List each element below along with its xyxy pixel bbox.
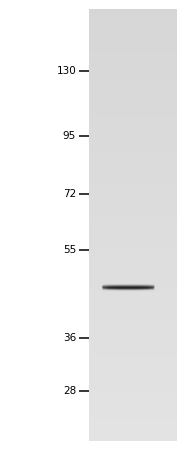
Bar [88, 160, 177, 167]
Ellipse shape [102, 285, 155, 286]
Bar [88, 52, 177, 59]
Ellipse shape [102, 290, 155, 292]
Bar [88, 145, 177, 153]
Ellipse shape [102, 286, 155, 287]
Bar [88, 297, 177, 304]
Bar [88, 311, 177, 319]
Bar [88, 131, 177, 139]
Bar [88, 383, 177, 391]
Bar [88, 181, 177, 189]
Bar [88, 275, 177, 283]
Bar [88, 16, 177, 23]
Bar [88, 102, 177, 110]
Bar [88, 354, 177, 362]
Bar [88, 433, 177, 441]
Bar [88, 232, 177, 239]
Text: 36: 36 [63, 333, 76, 343]
Bar [88, 117, 177, 124]
Ellipse shape [102, 291, 155, 293]
Bar [88, 376, 177, 383]
Bar [88, 30, 177, 38]
Ellipse shape [102, 288, 155, 289]
Bar [88, 289, 177, 297]
Bar [88, 304, 177, 311]
Bar [88, 246, 177, 254]
Ellipse shape [102, 286, 155, 288]
Bar [88, 361, 177, 369]
Bar [88, 189, 177, 196]
Bar [88, 45, 177, 52]
Bar [88, 37, 177, 45]
Ellipse shape [102, 284, 155, 286]
Bar [88, 73, 177, 81]
Bar [88, 225, 177, 232]
Ellipse shape [102, 289, 155, 291]
Text: 72: 72 [63, 189, 76, 199]
Bar [88, 369, 177, 376]
Bar [88, 325, 177, 333]
Text: 130: 130 [56, 66, 76, 76]
Bar [88, 397, 177, 405]
Bar [88, 210, 177, 218]
Text: 28: 28 [63, 386, 76, 396]
Ellipse shape [102, 283, 155, 284]
Bar [88, 138, 177, 146]
Bar [88, 419, 177, 427]
Bar [88, 333, 177, 340]
Bar [88, 23, 177, 31]
Ellipse shape [102, 287, 155, 288]
Bar [88, 95, 177, 103]
Text: 55: 55 [63, 245, 76, 255]
Bar [88, 81, 177, 88]
Text: 95: 95 [63, 131, 76, 141]
Bar [88, 217, 177, 225]
Bar [88, 9, 177, 16]
Bar [88, 153, 177, 160]
Bar [88, 124, 177, 131]
Bar [88, 340, 177, 347]
Bar [88, 318, 177, 326]
Bar [88, 405, 177, 412]
Bar [88, 390, 177, 398]
Bar [88, 66, 177, 74]
Ellipse shape [102, 289, 155, 290]
Ellipse shape [102, 284, 155, 285]
Bar [88, 268, 177, 275]
Bar [88, 167, 177, 175]
Ellipse shape [102, 287, 155, 288]
Ellipse shape [102, 282, 155, 284]
Bar [88, 282, 177, 290]
Bar [88, 59, 177, 67]
Bar [88, 239, 177, 247]
Bar [88, 109, 177, 117]
Bar [88, 196, 177, 203]
Bar [88, 426, 177, 434]
Bar [88, 253, 177, 261]
Ellipse shape [102, 291, 155, 292]
Bar [88, 347, 177, 355]
Bar [88, 261, 177, 268]
Bar [88, 88, 177, 95]
Bar [88, 412, 177, 419]
Bar [88, 203, 177, 211]
Ellipse shape [102, 288, 155, 290]
Ellipse shape [102, 284, 155, 285]
Bar [88, 174, 177, 182]
